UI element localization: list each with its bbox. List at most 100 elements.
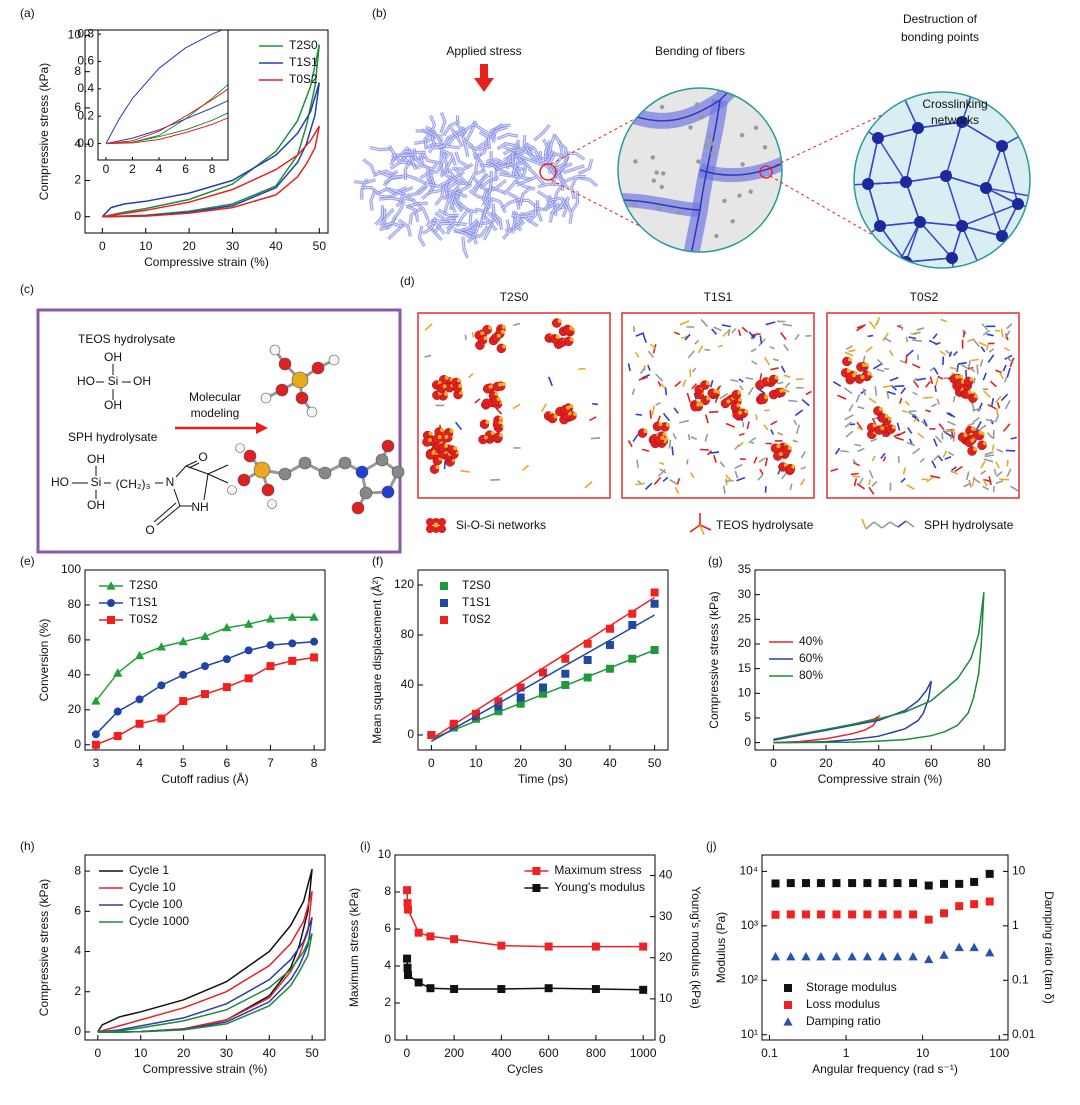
stick: [953, 350, 958, 357]
node-dot: [730, 219, 735, 224]
stick: [914, 331, 921, 335]
stick: [944, 455, 952, 460]
fiber-core: [440, 138, 449, 159]
marker: [404, 905, 412, 914]
marker: [414, 928, 423, 937]
stick: [758, 338, 766, 347]
network-link: [961, 92, 987, 123]
atom: [713, 389, 718, 394]
fiber-core: [389, 145, 396, 166]
fiber-core: [468, 145, 490, 151]
stick: [852, 458, 857, 464]
stick: [512, 403, 521, 410]
panel-label: (e): [20, 554, 35, 568]
network-link: [961, 225, 1003, 237]
marker: [107, 599, 115, 607]
stick: [925, 409, 931, 413]
stick: [899, 397, 903, 404]
ball-stick-models: [227, 344, 405, 515]
stick: [983, 458, 994, 463]
legend-label: T2S0: [289, 38, 318, 52]
stick: [942, 430, 952, 437]
atom: [488, 325, 493, 330]
y-tick-label: 100: [61, 562, 81, 576]
marker: [786, 910, 795, 919]
node-dot: [706, 134, 712, 139]
stick: [883, 337, 892, 343]
stick: [886, 391, 890, 399]
fiber-core: [370, 189, 376, 211]
stick: [982, 478, 988, 487]
marker: [222, 683, 231, 692]
stick: [734, 463, 743, 470]
stick: [742, 422, 745, 428]
stick: [893, 433, 901, 438]
fiber-core: [555, 154, 564, 175]
stick: [977, 402, 983, 412]
legend-label: Si-O-Si networks: [456, 518, 546, 532]
x-axis-label: Compressive strain (%): [144, 255, 269, 269]
stick: [963, 482, 971, 488]
stick: [888, 350, 894, 357]
marker: [969, 942, 979, 952]
marker: [893, 910, 902, 919]
stick: [852, 475, 861, 478]
atom: [359, 486, 373, 500]
marker: [908, 951, 918, 961]
stick: [947, 420, 956, 426]
fiber-core: [409, 208, 422, 225]
legend: T2S0 T1S1 T0S2: [258, 38, 318, 86]
series-line: [773, 680, 933, 744]
atom: [355, 465, 369, 479]
atom: [498, 433, 503, 438]
stick: [935, 377, 939, 386]
marker: [201, 690, 209, 699]
x-tick-label: 20: [177, 1046, 191, 1060]
stick: [988, 348, 995, 353]
x-tick-label: 10: [469, 756, 483, 770]
node-dot: [739, 132, 745, 138]
marker: [863, 910, 872, 919]
stick: [917, 432, 925, 439]
fiber-core: [516, 176, 538, 186]
stick: [902, 467, 907, 475]
atom: [318, 466, 332, 480]
stick: [865, 346, 873, 353]
stick: [894, 385, 905, 388]
atom: [706, 396, 711, 401]
stick: [931, 403, 937, 408]
stick: [954, 465, 963, 473]
fiber-core: [447, 132, 465, 146]
node-dot: [699, 114, 704, 120]
network-link: [877, 137, 907, 183]
stick: [642, 448, 650, 452]
y-tick-label: 2: [74, 173, 81, 187]
fiber-core: [406, 205, 419, 222]
atom: Si: [91, 475, 102, 489]
marker: [784, 1001, 792, 1009]
fiber-core: [499, 173, 521, 178]
stick: [995, 471, 1003, 478]
fiber-core: [427, 160, 444, 174]
stick: [644, 482, 653, 491]
marker: [516, 683, 525, 692]
stick: [871, 455, 876, 462]
fiber-core: [482, 199, 493, 220]
atom: [381, 439, 395, 453]
y-tick-label: 120: [394, 577, 414, 591]
y-tick-label: 0.0: [77, 136, 94, 150]
stick: [899, 324, 904, 331]
atom: [444, 391, 449, 396]
legend-label: 60%: [799, 651, 823, 665]
legend-icon: [432, 525, 440, 533]
y-tick-label: 6: [74, 100, 81, 114]
atom: [970, 426, 975, 431]
fiber-core: [496, 133, 519, 140]
node-dot: [650, 155, 655, 160]
stick: [977, 424, 987, 432]
fiber-mesh: [353, 111, 599, 259]
x-tick-label: 30: [559, 756, 573, 770]
y-tick-label: 10²: [741, 972, 758, 986]
stick: [578, 367, 586, 371]
